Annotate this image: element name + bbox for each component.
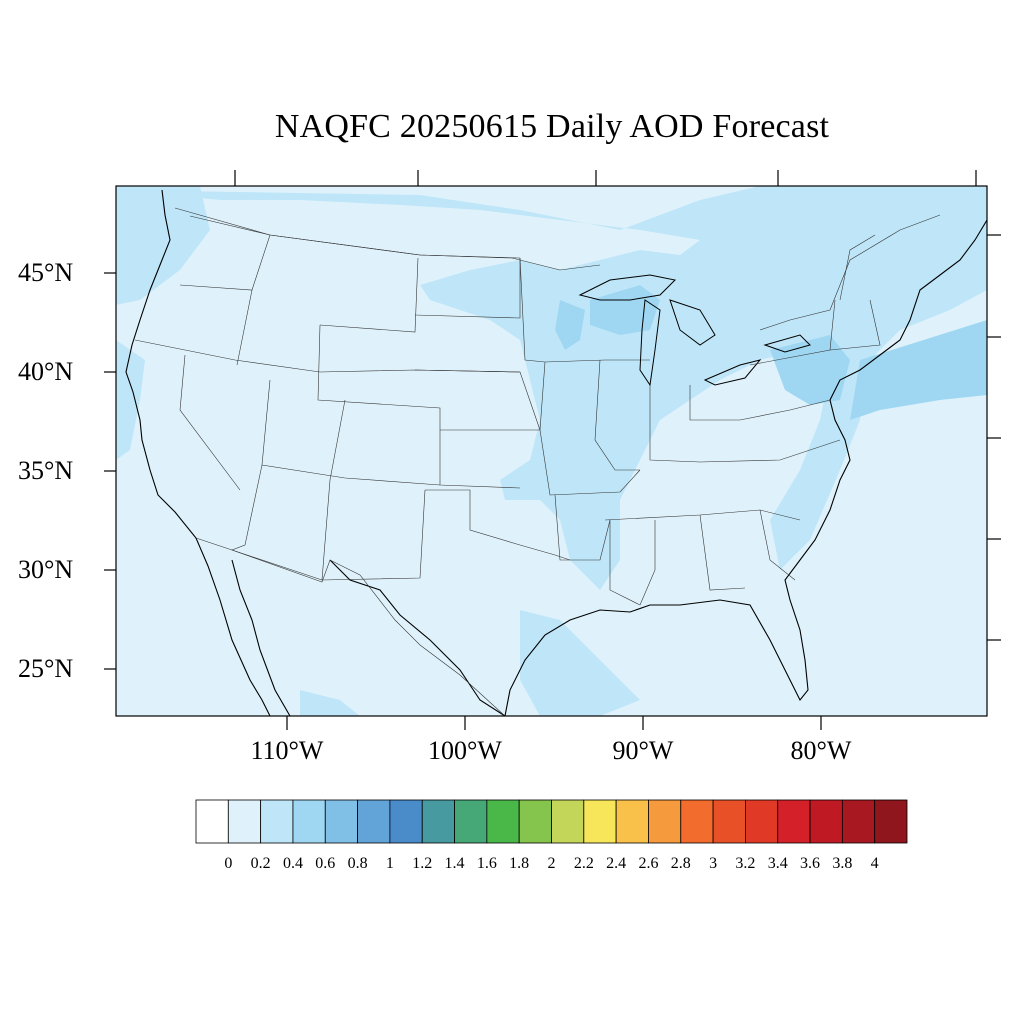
colorbar-tick-label: 2.4 (606, 855, 627, 872)
colorbar-tick-label: 2.6 (638, 855, 659, 872)
colorbar-swatch (389, 799, 423, 844)
colorbar-tick-label: 2.8 (670, 855, 691, 872)
lat-label-30: 30°N (18, 555, 74, 584)
colorbar-swatch (357, 799, 391, 844)
colorbar-swatch (809, 799, 843, 844)
lat-label-45: 45°N (18, 258, 74, 287)
colorbar-swatch (227, 799, 262, 844)
colorbar-tick-label: 0.8 (347, 855, 368, 872)
colorbar-swatch (648, 799, 682, 844)
colorbar-tick-label: 0.4 (282, 855, 303, 872)
lat-label-25: 25°N (18, 654, 74, 683)
colorbar (195, 799, 908, 844)
colorbar-swatch (615, 799, 649, 844)
colorbar-swatch (841, 799, 876, 844)
lon-label-110w: 110°W (250, 736, 324, 765)
map-frame (115, 185, 988, 717)
colorbar-swatch (486, 799, 520, 844)
lon-label-80w: 80°W (790, 736, 852, 765)
colorbar-tick-label: 3.8 (832, 855, 853, 872)
map-ticks (104, 170, 1001, 730)
colorbar-tick-label: 1.6 (476, 855, 497, 872)
colorbar-tick-label: 0 (224, 855, 233, 872)
colorbar-tick-label: 1.2 (412, 855, 433, 872)
colorbar-tick-label: 2 (547, 855, 556, 872)
state-borders (134, 215, 881, 606)
colorbar-swatch (680, 799, 714, 844)
colorbar-swatch (551, 799, 585, 844)
map-title: NAQFC 20250615 Daily AOD Forecast (274, 108, 830, 145)
colorbar-tick-label: 3.4 (767, 855, 788, 872)
colorbar-tick-label: 3 (709, 855, 718, 872)
lon-label-100w: 100°W (428, 736, 502, 765)
colorbar-swatch (777, 799, 811, 844)
map-area (116, 186, 987, 716)
colorbar-tick-label: 4 (870, 855, 879, 872)
colorbar-tick-label: 2.2 (573, 855, 594, 872)
lat-label-35: 35°N (18, 456, 74, 485)
colorbar-swatch (712, 799, 746, 844)
colorbar-swatch (518, 799, 552, 844)
colorbar-swatch (583, 799, 617, 844)
colorbar-tick-label: 1.8 (509, 855, 530, 872)
aod-light-regions (116, 186, 987, 716)
colorbar-swatch (324, 799, 358, 844)
colorbar-tick-label: 1.4 (444, 855, 465, 872)
coastline (125, 189, 987, 716)
colorbar-swatch (195, 799, 229, 844)
colorbar-tick-label: 0.6 (315, 855, 336, 872)
colorbar-swatch (874, 799, 908, 844)
colorbar-tick-label: 0.2 (250, 855, 271, 872)
colorbar-swatch (421, 799, 455, 844)
colorbar-swatch (292, 799, 326, 844)
lon-label-90w: 90°W (612, 736, 674, 765)
colorbar-tick-label: 1 (385, 855, 394, 872)
colorbar-swatch (454, 799, 488, 844)
colorbar-swatch (260, 799, 294, 844)
colorbar-swatch (745, 799, 779, 844)
colorbar-tick-label: 3.2 (735, 855, 756, 872)
lat-label-40: 40°N (18, 357, 74, 386)
country-borders (174, 207, 941, 716)
colorbar-tick-label: 3.6 (800, 855, 821, 872)
